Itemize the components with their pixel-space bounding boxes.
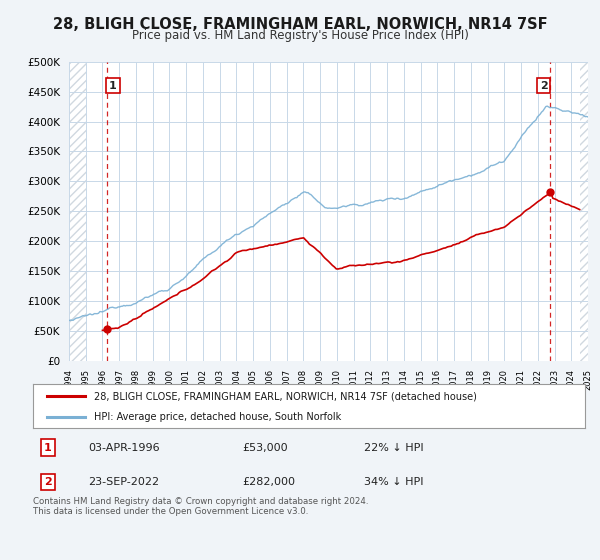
- Text: 2: 2: [540, 81, 547, 91]
- Text: HPI: Average price, detached house, South Norfolk: HPI: Average price, detached house, Sout…: [94, 412, 341, 422]
- Text: Price paid vs. HM Land Registry's House Price Index (HPI): Price paid vs. HM Land Registry's House …: [131, 29, 469, 42]
- Text: 28, BLIGH CLOSE, FRAMINGHAM EARL, NORWICH, NR14 7SF: 28, BLIGH CLOSE, FRAMINGHAM EARL, NORWIC…: [53, 17, 547, 32]
- Text: 34% ↓ HPI: 34% ↓ HPI: [364, 477, 424, 487]
- Text: This data is licensed under the Open Government Licence v3.0.: This data is licensed under the Open Gov…: [33, 507, 308, 516]
- Text: 03-APR-1996: 03-APR-1996: [88, 442, 160, 452]
- Text: 22% ↓ HPI: 22% ↓ HPI: [364, 442, 424, 452]
- Text: 1: 1: [44, 442, 52, 452]
- Text: Contains HM Land Registry data © Crown copyright and database right 2024.: Contains HM Land Registry data © Crown c…: [33, 497, 368, 506]
- Text: 23-SEP-2022: 23-SEP-2022: [88, 477, 160, 487]
- Text: £282,000: £282,000: [243, 477, 296, 487]
- Text: 1: 1: [109, 81, 117, 91]
- Text: 2: 2: [44, 477, 52, 487]
- Text: 28, BLIGH CLOSE, FRAMINGHAM EARL, NORWICH, NR14 7SF (detached house): 28, BLIGH CLOSE, FRAMINGHAM EARL, NORWIC…: [94, 391, 476, 401]
- Text: £53,000: £53,000: [243, 442, 289, 452]
